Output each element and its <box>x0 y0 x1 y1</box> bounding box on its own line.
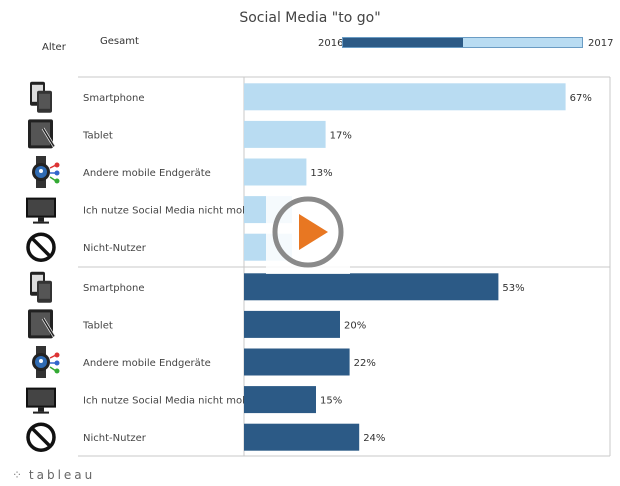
value-label: 15% <box>320 396 342 407</box>
footer-brand[interactable]: ⁘ tableau <box>12 468 95 482</box>
monitor-icon <box>26 197 56 224</box>
smartwatch-icon <box>32 346 60 378</box>
play-button[interactable] <box>266 190 350 274</box>
row-label: Ich nutze Social Media nicht mobil <box>83 206 254 217</box>
year-slider[interactable] <box>342 37 583 48</box>
row-label: Smartphone <box>83 93 145 104</box>
value-label: 13% <box>310 168 332 179</box>
row-label: Ich nutze Social Media nicht mobil <box>83 396 254 407</box>
row-label: Andere mobile Endgeräte <box>83 358 211 369</box>
tableau-wordmark: tableau <box>28 468 96 482</box>
bar[interactable] <box>244 348 350 376</box>
row-label: Nicht-Nutzer <box>83 433 147 444</box>
tablet-icon <box>28 309 56 339</box>
tablet-icon <box>28 119 56 149</box>
value-label: 53% <box>502 283 524 294</box>
column-header-alter: Alter <box>42 42 66 53</box>
value-label: 17% <box>330 130 352 141</box>
legend-label-2016: 2016 <box>318 38 344 49</box>
row-label: Andere mobile Endgeräte <box>83 168 211 179</box>
bar[interactable] <box>244 273 499 301</box>
value-label: 20% <box>344 320 366 331</box>
bar[interactable] <box>244 120 326 148</box>
row-label: Tablet <box>82 130 113 141</box>
smartwatch-icon <box>32 156 60 188</box>
prohibited-icon <box>26 232 56 262</box>
tableau-logo-icon: ⁘ <box>12 468 23 482</box>
value-label: 67% <box>570 93 592 104</box>
bar[interactable] <box>244 386 316 414</box>
smartphone-icon <box>30 81 52 113</box>
row-label: Smartphone <box>83 283 145 294</box>
chart-title: Social Media "to go" <box>239 10 381 26</box>
bar[interactable] <box>244 310 340 338</box>
row-label: Nicht-Nutzer <box>83 243 147 254</box>
smartphone-icon <box>30 271 52 303</box>
year-slider-fill <box>343 38 463 47</box>
bar[interactable] <box>244 158 307 186</box>
monitor-icon <box>26 387 56 414</box>
bar[interactable] <box>244 83 566 111</box>
value-label: 24% <box>363 433 385 444</box>
legend-label-2017: 2017 <box>588 38 614 49</box>
value-label: 22% <box>354 358 376 369</box>
row-label: Tablet <box>82 320 113 331</box>
column-header-gesamt[interactable]: Gesamt <box>100 36 139 47</box>
prohibited-icon <box>26 422 56 452</box>
play-icon <box>272 196 344 268</box>
bar[interactable] <box>244 423 360 451</box>
